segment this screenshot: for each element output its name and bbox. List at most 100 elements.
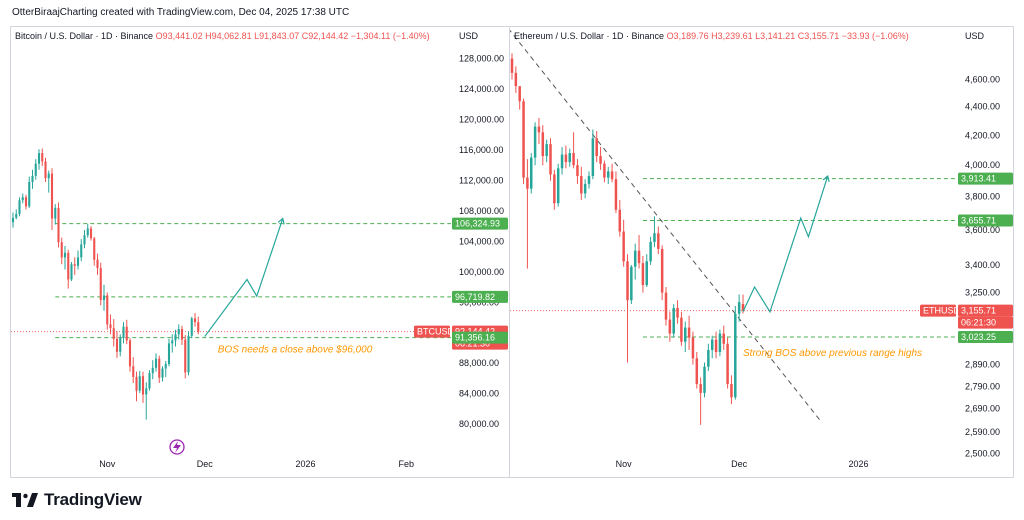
legend-open: O93,441.02 (156, 31, 206, 41)
candle (545, 139, 548, 163)
time-tick-label: 2026 (295, 459, 315, 469)
candle (145, 382, 148, 420)
ohlc-legend-text: Ethereum / U.S. Dollar · 1D · Binance O3… (514, 31, 909, 41)
price-tick-label: 2,590.00 (965, 427, 1000, 437)
candle (44, 157, 47, 182)
candle-body (537, 126, 541, 133)
candle-body (518, 86, 521, 102)
price-tick-label: 2,690.00 (965, 404, 1000, 414)
level-badge-middle-bg (958, 214, 1013, 227)
candle-body (83, 235, 86, 245)
candle-body (587, 176, 591, 184)
candle-body (541, 132, 545, 157)
candle (128, 338, 132, 372)
price-badges: 106,324.9396,719.82BTCUSD92,144.4206:21:… (414, 217, 508, 350)
projection-arrowhead (822, 174, 830, 183)
candle-body (167, 343, 171, 364)
candle-body (86, 228, 89, 236)
candle-body (680, 317, 683, 342)
candle (197, 316, 200, 335)
candle (580, 166, 583, 200)
candle (676, 300, 679, 324)
candle-body (60, 242, 63, 258)
candle-body (161, 368, 164, 378)
candle-body (31, 175, 34, 182)
candle (106, 292, 109, 330)
candle-body (653, 233, 656, 242)
btc-chart-panel[interactable]: USD80,000.0084,000.0088,000.0092,000.009… (11, 27, 508, 477)
candle-body (529, 157, 533, 189)
btc-chart-svg[interactable]: USD80,000.0084,000.0088,000.0092,000.009… (11, 27, 508, 477)
legend-close: C3,155.71 (798, 31, 842, 41)
candle-body (109, 324, 112, 329)
time-tick-label: Feb (398, 459, 414, 469)
candle (541, 125, 545, 166)
candle (67, 249, 70, 289)
level-lines (55, 223, 451, 339)
candles (510, 53, 745, 425)
candle (86, 223, 89, 238)
candle (180, 325, 184, 345)
candle-body (63, 252, 67, 258)
candle-body (603, 163, 606, 178)
candle-body (599, 156, 602, 164)
candle (24, 194, 28, 210)
symbol-badge: ETHUSD (923, 306, 961, 316)
countdown-badge-bg (958, 316, 1013, 329)
price-tick-label: 116,000.00 (459, 145, 503, 155)
candle (18, 197, 21, 217)
candle (57, 202, 60, 248)
candle (703, 362, 706, 398)
candle (630, 264, 633, 305)
ohlc-legend-text: Bitcoin / U.S. Dollar · 1D · Binance O93… (15, 31, 430, 41)
candle (553, 169, 556, 210)
candle (730, 375, 733, 405)
current-price-badge: 92,144.42 (455, 327, 495, 337)
level-badge-upper: 3,913.41 (961, 174, 996, 184)
candle-body (664, 292, 668, 320)
candle-body (11, 217, 15, 223)
tradingview-logo[interactable]: TradingView (12, 490, 142, 510)
legend-close: C92,144.42 (302, 31, 351, 41)
candle-body (637, 250, 641, 264)
eth-chart-panel[interactable]: USD 2,500.00 2,590.00 2,690.00 2,790.00 2,890… (507, 27, 1013, 477)
candle-body (699, 384, 702, 393)
price-axis-unit: USD (965, 31, 985, 41)
candle (591, 129, 595, 180)
panel-divider (509, 27, 510, 477)
candle (614, 171, 618, 214)
candle (122, 322, 125, 344)
candle-body (164, 363, 167, 369)
legend-high: H94,062.81 (205, 31, 254, 41)
candle-body (591, 138, 595, 177)
eth-chart-svg[interactable]: USD 2,500.00 2,590.00 2,690.00 2,790.00 2,890… (507, 27, 1013, 477)
candle (626, 254, 629, 363)
level-badge-upper: 106,324.93 (455, 219, 500, 229)
price-tick-label: 104,000.00 (459, 236, 504, 246)
price-tick-label: 3,400.00 (965, 260, 1000, 270)
price-tick-label: 3,800.00 (965, 192, 1000, 202)
candle-body (70, 264, 73, 280)
candle (11, 212, 15, 228)
candle (599, 147, 602, 170)
candle (533, 122, 537, 166)
candle (680, 311, 683, 346)
candle-body (197, 322, 200, 332)
candle (645, 254, 649, 287)
candle (668, 311, 672, 342)
candle-body (714, 339, 718, 353)
candle (28, 176, 31, 208)
candle-body (510, 58, 514, 73)
candle-body (180, 328, 184, 340)
candle-body (703, 366, 706, 393)
legend-high: H3,239.61 (711, 31, 755, 41)
candle (560, 147, 564, 175)
candle-body (106, 295, 109, 325)
symbol-badge-bg (414, 325, 450, 338)
candle-body (102, 295, 106, 301)
candle-body (583, 183, 587, 194)
candle (93, 236, 96, 266)
candle-body (687, 327, 691, 338)
candle-body (672, 307, 675, 334)
chart-frame (10, 26, 1014, 478)
